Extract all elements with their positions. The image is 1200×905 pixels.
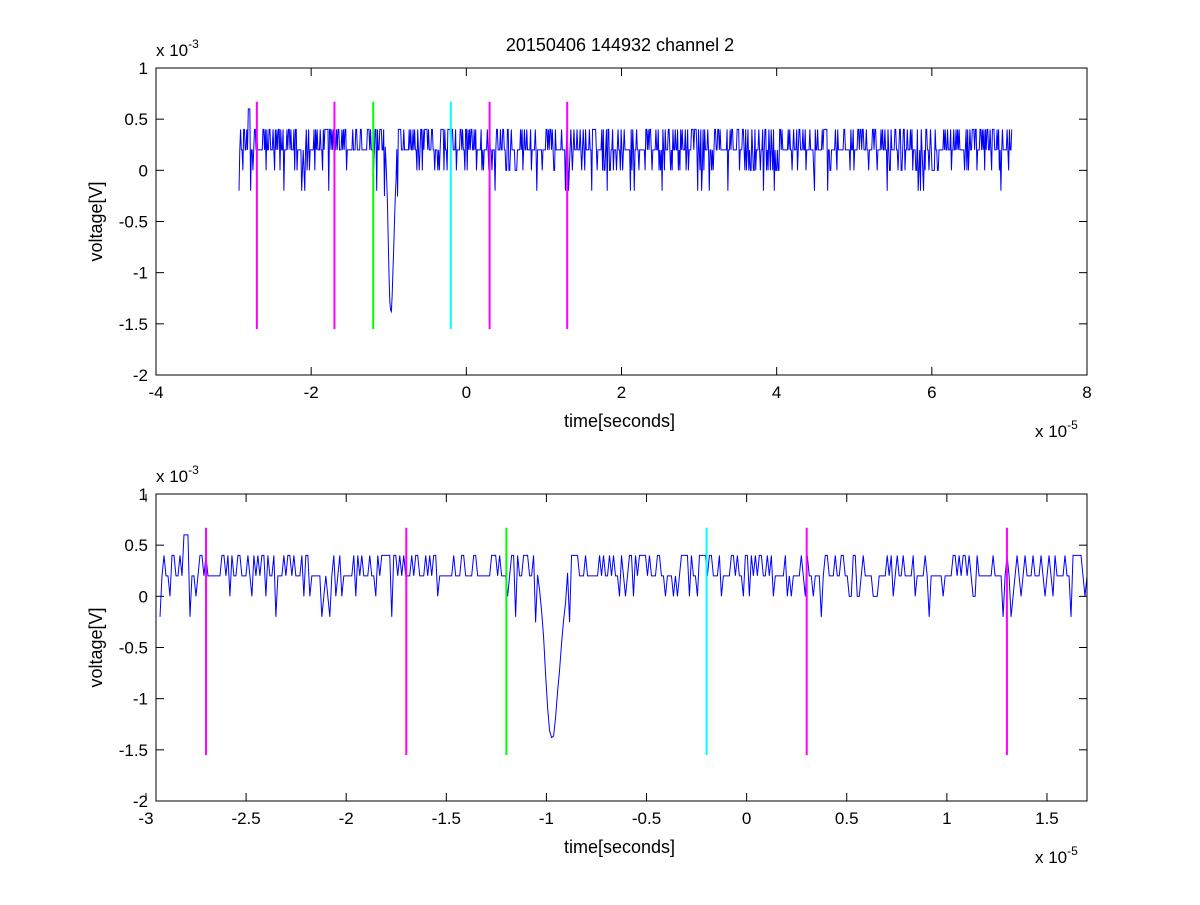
x-tick-label: -1 [539, 809, 554, 828]
chart-title: 20150406 144932 channel 2 [506, 35, 734, 55]
x-tick-label: 0.5 [835, 809, 859, 828]
y-exponent-base: x 10 [156, 41, 188, 60]
x-tick-label: 0 [742, 809, 751, 828]
y-exponent-power: -3 [188, 463, 199, 477]
x-exponent-base: x 10 [1035, 422, 1067, 441]
signal-line [238, 108, 1013, 314]
y-tick-label: 0 [139, 587, 148, 606]
y-tick-label: -0.5 [119, 639, 148, 658]
y-tick-label: 1 [139, 59, 148, 78]
x-tick-label: 1.5 [1035, 809, 1059, 828]
x-tick-label: 8 [1082, 383, 1091, 402]
x-exponent-label: x 10-5 [1035, 844, 1078, 867]
x-tick-label: -2 [339, 809, 354, 828]
y-axis-label: voltage[V] [86, 607, 106, 687]
y-exponent-power: -3 [188, 37, 199, 51]
x-tick-label: 1 [942, 809, 951, 828]
y-tick-label: 0 [139, 161, 148, 180]
x-tick-label: -3 [138, 809, 153, 828]
x-tick-label: 2 [617, 383, 626, 402]
x-exponent-power: -5 [1067, 418, 1078, 432]
x-exponent-label: x 10-5 [1035, 418, 1078, 441]
x-tick-label: -2 [304, 383, 319, 402]
y-tick-label: -1 [133, 264, 148, 283]
x-tick-label: -1.5 [432, 809, 461, 828]
x-tick-label: -0.5 [632, 809, 661, 828]
x-axis-label: time[seconds] [564, 837, 675, 857]
x-tick-label: 6 [927, 383, 936, 402]
y-tick-label: 1 [139, 485, 148, 504]
y-tick-label: -2 [133, 792, 148, 811]
subplot-bottom: -3 -2.5 -2 -1.5 -1 -0.5 0 0.5 1 1.5 -2 -1.5 -1 -0.5 0 0… [86, 463, 1088, 867]
axes-box [155, 67, 1088, 376]
y-tick-label: -1.5 [119, 315, 148, 334]
x-tick-label: -4 [148, 383, 163, 402]
y-tick-label: 0.5 [124, 110, 148, 129]
y-tick-label: -0.5 [119, 213, 148, 232]
x-exponent-base: x 10 [1035, 848, 1067, 867]
x-tick-label: 0 [462, 383, 471, 402]
y-exponent-label: x 10-3 [156, 37, 199, 60]
subplot-top: 20150406 144932 channel 2 -4 -2 0 2 4 6 8-2-1.… [86, 35, 1092, 441]
x-tick-label: 4 [772, 383, 781, 402]
y-exponent-base: x 10 [156, 467, 188, 486]
y-axis-label: voltage[V] [86, 181, 106, 261]
y-tick-label: -1 [133, 690, 148, 709]
x-exponent-power: -5 [1067, 844, 1078, 858]
y-tick-label: 0.5 [124, 536, 148, 555]
signal-line [159, 534, 1088, 739]
x-axis-label: time[seconds] [564, 411, 675, 431]
x-tick-label: -2.5 [231, 809, 260, 828]
y-tick-label: -2 [133, 366, 148, 385]
y-exponent-label: x 10-3 [156, 463, 199, 486]
axes-box [155, 493, 1088, 802]
y-tick-label: -1.5 [119, 741, 148, 760]
